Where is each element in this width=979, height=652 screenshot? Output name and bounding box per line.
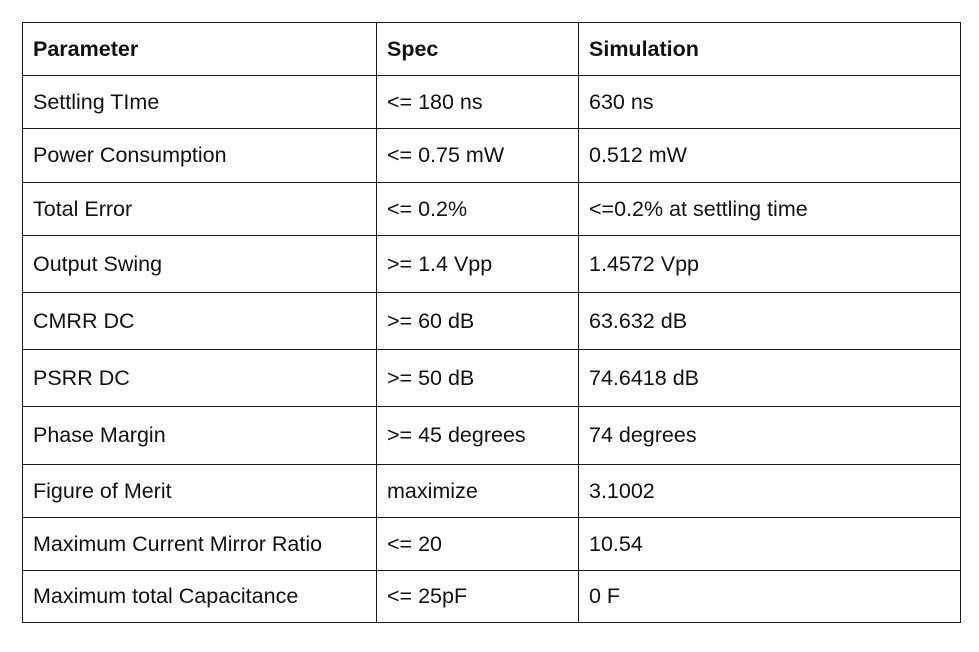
simulation-cell: 1.4572 Vpp: [578, 235, 961, 293]
simulation-cell: 10.54: [578, 517, 961, 571]
table-row: Settling TIme <= 180 ns 630 ns: [22, 75, 961, 129]
table-row: Maximum Current Mirror Ratio <= 20 10.54: [22, 517, 961, 571]
spec-cell: >= 60 dB: [376, 292, 579, 350]
simulation-cell: 630 ns: [578, 75, 961, 129]
parameter-cell: Maximum total Capacitance: [22, 570, 377, 623]
spec-cell: <= 25pF: [376, 570, 579, 623]
simulation-cell: 0 F: [578, 570, 961, 623]
parameter-cell: Settling TIme: [22, 75, 377, 129]
spec-cell: <= 180 ns: [376, 75, 579, 129]
header-simulation: Simulation: [578, 22, 961, 76]
simulation-cell: 0.512 mW: [578, 128, 961, 183]
spec-cell: <= 20: [376, 517, 579, 571]
table-header-row: Parameter Spec Simulation: [22, 22, 961, 76]
spec-cell: maximize: [376, 464, 579, 518]
simulation-cell: 74.6418 dB: [578, 349, 961, 407]
parameter-cell: Total Error: [22, 182, 377, 236]
simulation-cell: 63.632 dB: [578, 292, 961, 350]
spec-cell: >= 1.4 Vpp: [376, 235, 579, 293]
table-row: Figure of Merit maximize 3.1002: [22, 464, 961, 518]
spec-cell: >= 45 degrees: [376, 406, 579, 465]
table-row: Output Swing >= 1.4 Vpp 1.4572 Vpp: [22, 235, 961, 293]
table-row: PSRR DC >= 50 dB 74.6418 dB: [22, 349, 961, 407]
table-row: Phase Margin >= 45 degrees 74 degrees: [22, 406, 961, 465]
parameter-cell: Figure of Merit: [22, 464, 377, 518]
parameter-cell: Maximum Current Mirror Ratio: [22, 517, 377, 571]
table-row: Total Error <= 0.2% <=0.2% at settling t…: [22, 182, 961, 236]
parameter-cell: CMRR DC: [22, 292, 377, 350]
header-spec: Spec: [376, 22, 579, 76]
simulation-cell: 3.1002: [578, 464, 961, 518]
parameter-cell: Power Consumption: [22, 128, 377, 183]
table-row: CMRR DC >= 60 dB 63.632 dB: [22, 292, 961, 350]
spec-cell: <= 0.2%: [376, 182, 579, 236]
simulation-cell: 74 degrees: [578, 406, 961, 465]
parameter-cell: PSRR DC: [22, 349, 377, 407]
table-row: Power Consumption <= 0.75 mW 0.512 mW: [22, 128, 961, 183]
parameter-cell: Output Swing: [22, 235, 377, 293]
spec-cell: >= 50 dB: [376, 349, 579, 407]
simulation-cell: <=0.2% at settling time: [578, 182, 961, 236]
spec-cell: <= 0.75 mW: [376, 128, 579, 183]
parameter-cell: Phase Margin: [22, 406, 377, 465]
table-row: Maximum total Capacitance <= 25pF 0 F: [22, 570, 961, 623]
spec-table: Parameter Spec Simulation Settling TIme …: [22, 22, 961, 623]
header-parameter: Parameter: [22, 22, 377, 76]
